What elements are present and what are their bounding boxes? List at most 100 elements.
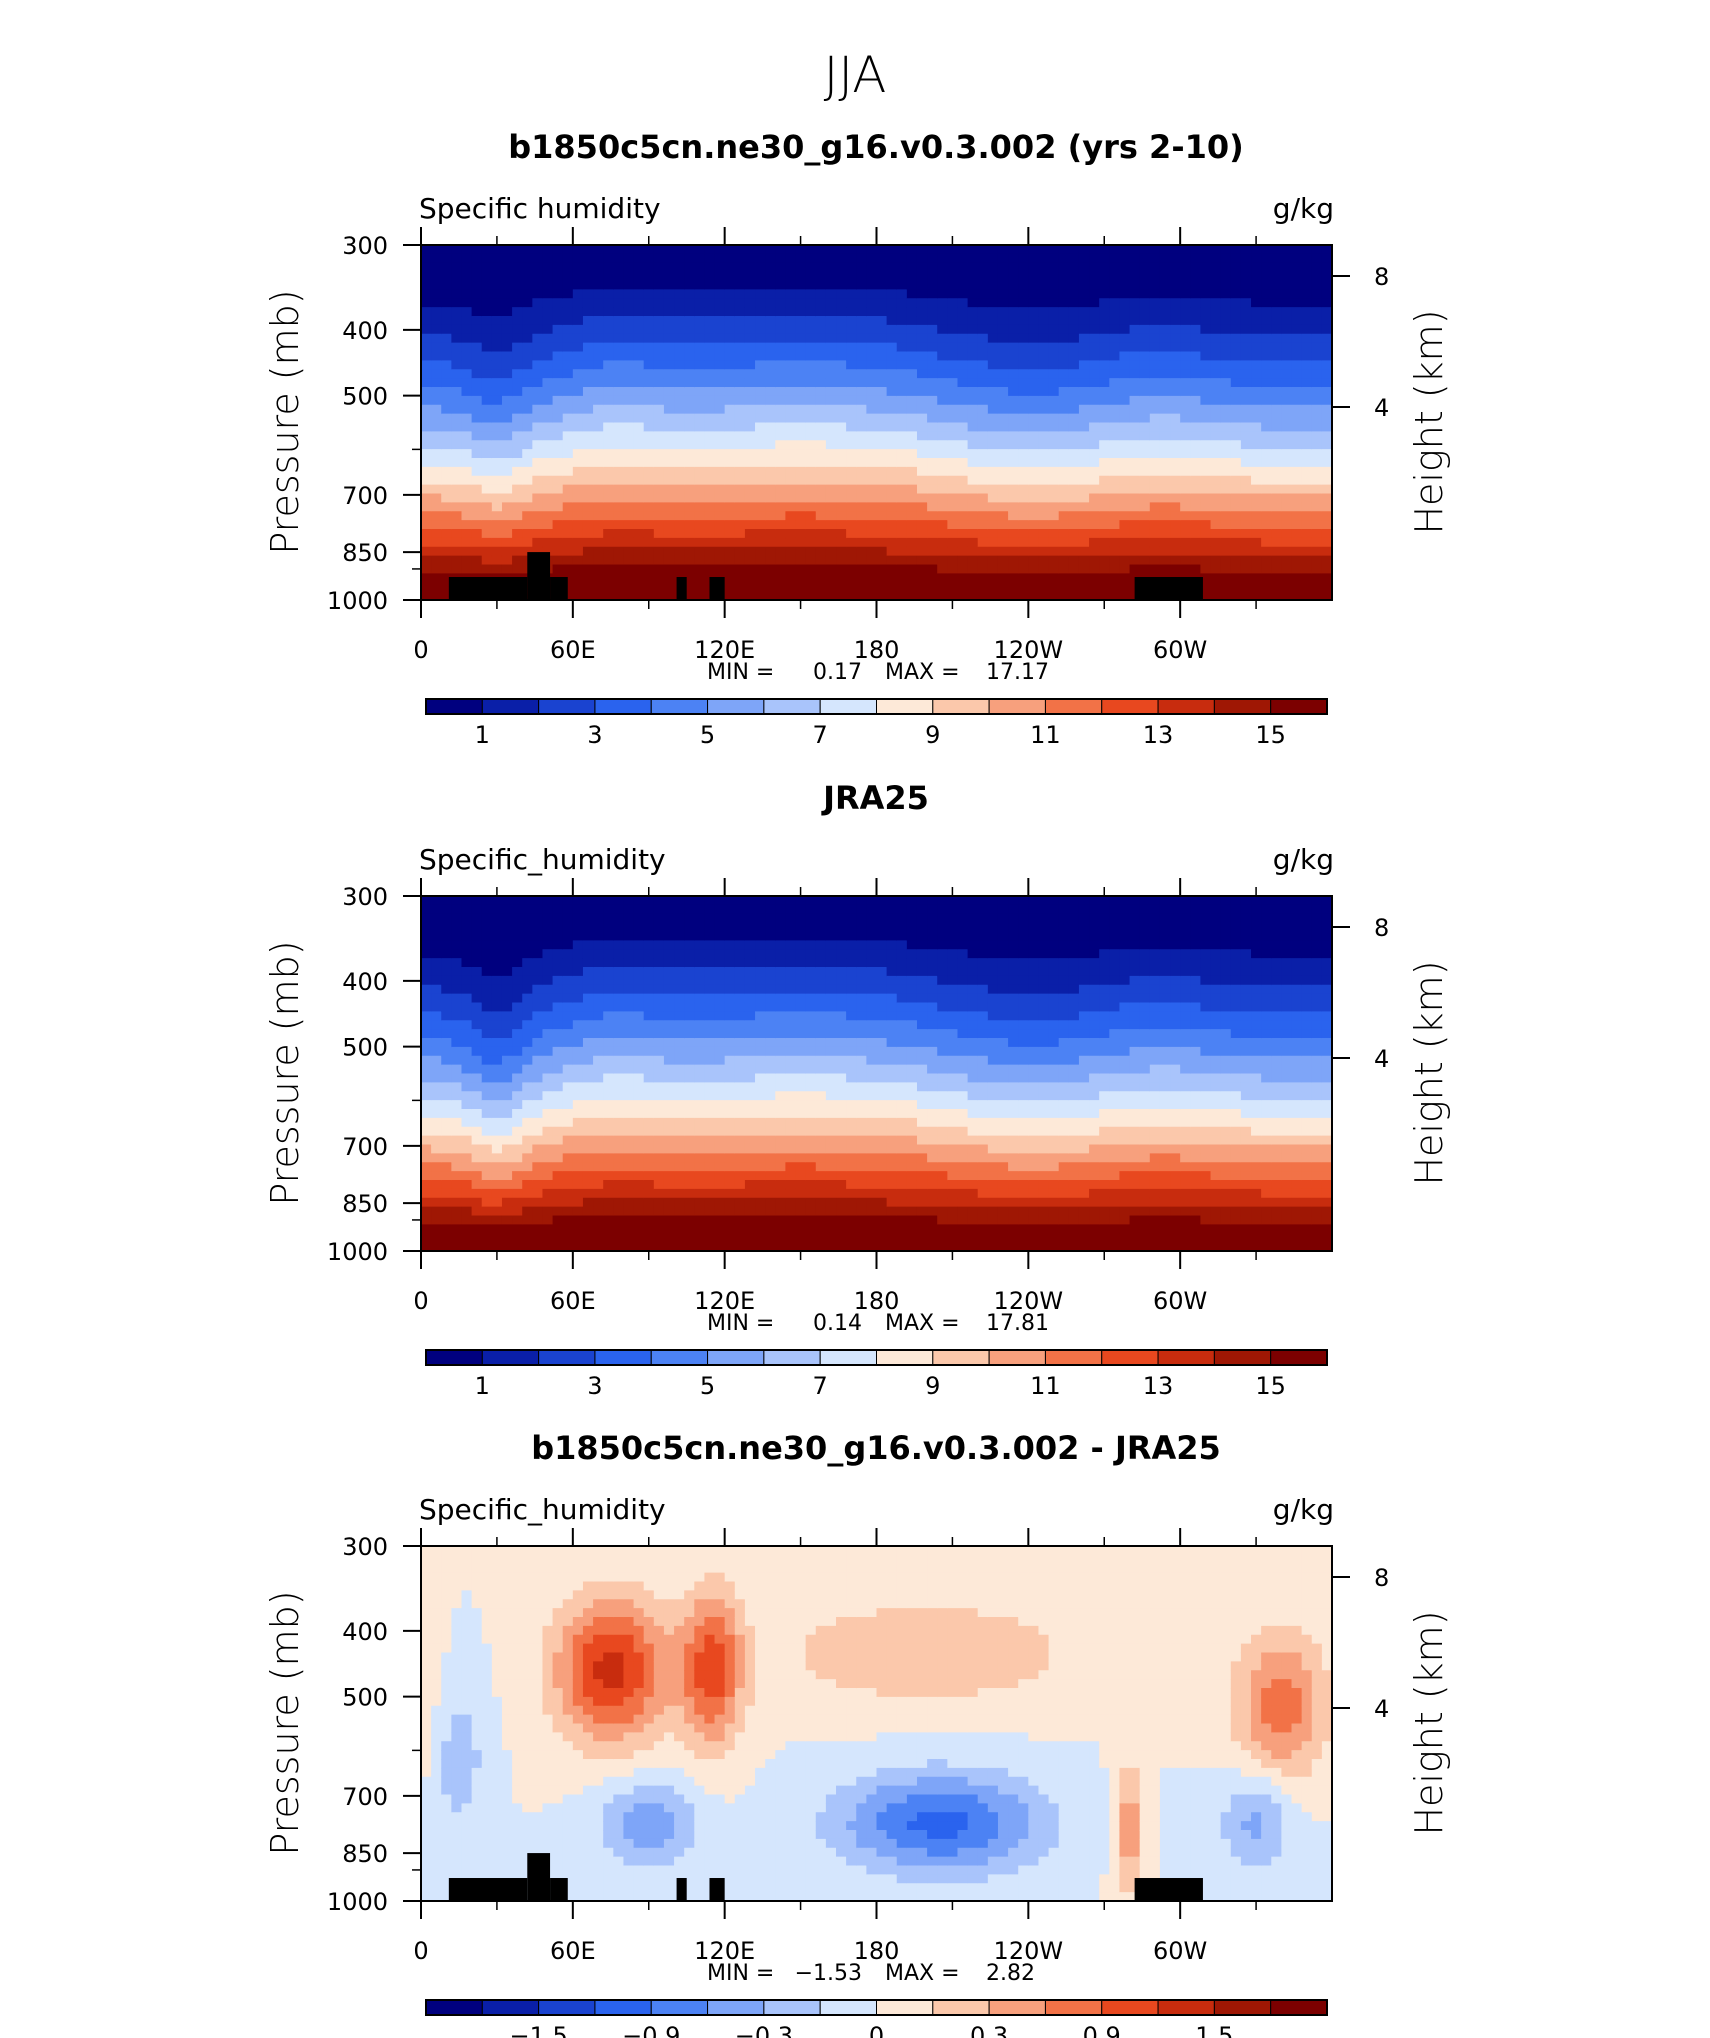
field-cell [987, 307, 999, 317]
field-cell [795, 404, 807, 415]
field-cell [593, 1117, 604, 1128]
field-cell [431, 289, 442, 299]
field-cell [613, 1002, 625, 1012]
field-cell [1281, 466, 1293, 477]
field-cell [1068, 387, 1080, 397]
field-cell [522, 280, 533, 290]
field-cell [1321, 555, 1333, 566]
field-cell [1068, 413, 1080, 424]
field-cell [1251, 360, 1262, 370]
field-cell [1048, 387, 1060, 397]
field-cell [906, 431, 918, 441]
field-cell [653, 484, 665, 495]
field-cell [1230, 307, 1242, 317]
field-cell [1008, 529, 1019, 539]
field-cell [755, 582, 766, 592]
field-cell [886, 316, 898, 326]
field-cell [1018, 324, 1029, 335]
field-cell [1271, 342, 1282, 353]
field-cell [1261, 422, 1272, 432]
field-cell [1129, 387, 1141, 397]
field-cell [431, 1117, 442, 1128]
field-cell [582, 975, 594, 986]
colorbar-label: 9 [925, 721, 940, 749]
field-cell [441, 529, 452, 539]
field-cell [562, 537, 574, 548]
field-cell [441, 262, 452, 273]
field-cell [441, 1180, 452, 1190]
field-cell [694, 984, 706, 995]
field-cell [1220, 271, 1232, 282]
field-cell [1078, 387, 1090, 397]
field-cell [582, 537, 594, 548]
field-cell [582, 984, 594, 995]
field-cell [1170, 546, 1181, 557]
field-cell [997, 360, 1009, 370]
field-cell [421, 449, 432, 459]
field-cell [441, 1215, 452, 1225]
field-cell [1038, 316, 1050, 326]
field-cell [1170, 511, 1181, 521]
field-cell [886, 529, 898, 539]
field-cell [603, 591, 614, 601]
field-cell [431, 993, 442, 1004]
field-cell [896, 316, 908, 326]
field-cell [795, 520, 807, 530]
field-cell [765, 564, 776, 574]
field-cell [876, 413, 888, 424]
field-cell [522, 502, 533, 512]
field-cell [532, 1117, 544, 1128]
field-cell [582, 271, 594, 282]
field-cell [643, 458, 655, 468]
field-cell [582, 1082, 594, 1092]
field-cell [785, 466, 797, 477]
field-cell [522, 1153, 533, 1163]
field-cell [633, 378, 645, 388]
field-cell [653, 493, 665, 503]
field-cell [714, 458, 726, 468]
field-cell [481, 1011, 493, 1021]
field-cell [734, 1180, 746, 1190]
field-cell [1139, 431, 1151, 441]
field-cell [937, 253, 948, 264]
field-cell [866, 422, 878, 432]
field-cell [552, 466, 564, 477]
field-cell [623, 984, 635, 995]
field-cell [491, 1162, 503, 1172]
field-cell [562, 351, 574, 361]
field-cell [1230, 493, 1242, 503]
field-cell [765, 307, 776, 317]
field-cell [552, 949, 564, 959]
field-cell [431, 1188, 442, 1199]
field-cell [744, 271, 756, 282]
field-cell [481, 422, 493, 432]
y-axis-label: Pressure (mb) [263, 289, 307, 554]
field-cell [593, 1064, 604, 1075]
field-cell [421, 458, 432, 468]
field-cell [663, 1020, 675, 1030]
field-cell [501, 511, 513, 521]
field-cell [937, 475, 948, 486]
field-cell [441, 1038, 452, 1048]
field-cell [1068, 440, 1080, 450]
field-cell [633, 280, 645, 290]
field-cell [684, 1144, 695, 1154]
field-cell [593, 431, 604, 441]
field-cell [977, 564, 989, 574]
field-cell [1230, 404, 1242, 415]
field-cell [451, 1153, 463, 1163]
field-cell [562, 949, 574, 959]
field-cell [1018, 520, 1029, 530]
field-cell [1321, 546, 1333, 557]
field-cell [755, 458, 766, 468]
field-cell [603, 1055, 614, 1066]
field-cell [522, 431, 533, 441]
field-cell [744, 360, 756, 370]
field-cell [856, 520, 867, 530]
field-cell [593, 511, 604, 521]
field-cell [461, 1055, 473, 1066]
field-cell [1068, 271, 1080, 282]
field-cell [1008, 537, 1019, 548]
field-cell [512, 298, 523, 308]
field-cell [947, 546, 959, 557]
